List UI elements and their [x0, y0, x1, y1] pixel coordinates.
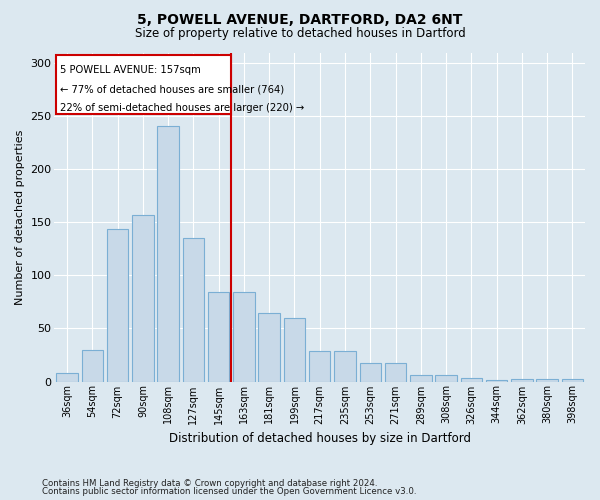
- Bar: [385, 364, 406, 382]
- Text: Size of property relative to detached houses in Dartford: Size of property relative to detached ho…: [134, 28, 466, 40]
- Bar: [536, 380, 558, 382]
- Text: ← 77% of detached houses are smaller (764): ← 77% of detached houses are smaller (76…: [59, 84, 284, 94]
- Bar: [82, 350, 103, 382]
- Text: 5 POWELL AVENUE: 157sqm: 5 POWELL AVENUE: 157sqm: [59, 65, 200, 75]
- Bar: [284, 318, 305, 382]
- Bar: [461, 378, 482, 382]
- Bar: [56, 54, 232, 114]
- Bar: [132, 215, 154, 382]
- Bar: [562, 380, 583, 382]
- Text: 5, POWELL AVENUE, DARTFORD, DA2 6NT: 5, POWELL AVENUE, DARTFORD, DA2 6NT: [137, 12, 463, 26]
- Bar: [208, 292, 229, 382]
- Text: 22% of semi-detached houses are larger (220) →: 22% of semi-detached houses are larger (…: [59, 104, 304, 114]
- Bar: [157, 126, 179, 382]
- Bar: [359, 364, 381, 382]
- Text: Contains public sector information licensed under the Open Government Licence v3: Contains public sector information licen…: [42, 487, 416, 496]
- Bar: [436, 375, 457, 382]
- Y-axis label: Number of detached properties: Number of detached properties: [15, 130, 25, 304]
- Bar: [309, 350, 331, 382]
- Bar: [410, 375, 431, 382]
- Bar: [334, 350, 356, 382]
- Bar: [511, 380, 533, 382]
- Bar: [182, 238, 204, 382]
- Bar: [107, 228, 128, 382]
- Bar: [56, 373, 78, 382]
- Text: Contains HM Land Registry data © Crown copyright and database right 2024.: Contains HM Land Registry data © Crown c…: [42, 478, 377, 488]
- Bar: [259, 312, 280, 382]
- Bar: [486, 380, 508, 382]
- Bar: [233, 292, 254, 382]
- X-axis label: Distribution of detached houses by size in Dartford: Distribution of detached houses by size …: [169, 432, 471, 445]
